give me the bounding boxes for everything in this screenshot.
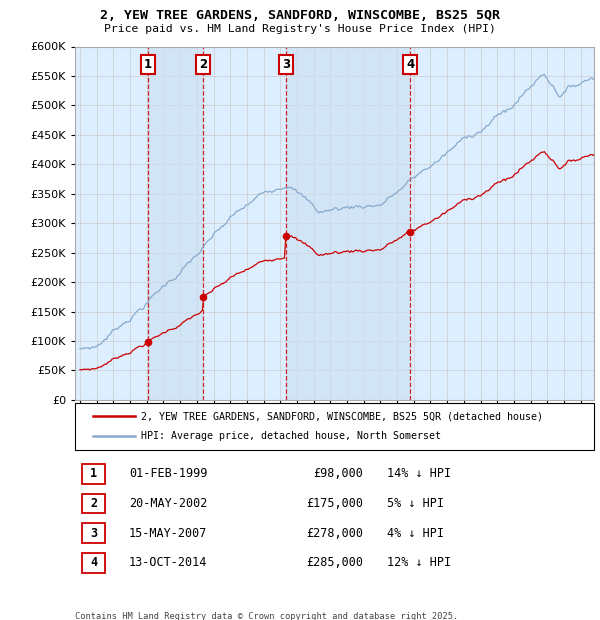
Text: 01-FEB-1999: 01-FEB-1999: [129, 467, 208, 480]
Text: 15-MAY-2007: 15-MAY-2007: [129, 527, 208, 539]
Text: 5% ↓ HPI: 5% ↓ HPI: [387, 497, 444, 510]
Text: HPI: Average price, detached house, North Somerset: HPI: Average price, detached house, Nort…: [141, 432, 441, 441]
Text: 14% ↓ HPI: 14% ↓ HPI: [387, 467, 451, 480]
Text: 13-OCT-2014: 13-OCT-2014: [129, 557, 208, 569]
Text: £175,000: £175,000: [306, 497, 363, 510]
Text: 1: 1: [144, 58, 152, 71]
Text: £285,000: £285,000: [306, 557, 363, 569]
Text: 1: 1: [90, 467, 97, 480]
Text: £278,000: £278,000: [306, 527, 363, 539]
Text: Price paid vs. HM Land Registry's House Price Index (HPI): Price paid vs. HM Land Registry's House …: [104, 24, 496, 33]
Text: Contains HM Land Registry data © Crown copyright and database right 2025.
This d: Contains HM Land Registry data © Crown c…: [75, 612, 458, 620]
Bar: [148, 46, 203, 400]
Text: 4: 4: [90, 557, 97, 569]
Text: 2: 2: [199, 58, 207, 71]
Text: 12% ↓ HPI: 12% ↓ HPI: [387, 557, 451, 569]
Text: 2, YEW TREE GARDENS, SANDFORD, WINSCOMBE, BS25 5QR: 2, YEW TREE GARDENS, SANDFORD, WINSCOMBE…: [100, 9, 500, 22]
Text: 2: 2: [90, 497, 97, 510]
Bar: [286, 46, 410, 400]
Text: 3: 3: [90, 527, 97, 539]
Text: 20-MAY-2002: 20-MAY-2002: [129, 497, 208, 510]
Text: 2, YEW TREE GARDENS, SANDFORD, WINSCOMBE, BS25 5QR (detached house): 2, YEW TREE GARDENS, SANDFORD, WINSCOMBE…: [141, 411, 543, 421]
Text: 4% ↓ HPI: 4% ↓ HPI: [387, 527, 444, 539]
Text: 3: 3: [283, 58, 290, 71]
Text: 4: 4: [406, 58, 415, 71]
Text: £98,000: £98,000: [313, 467, 363, 480]
